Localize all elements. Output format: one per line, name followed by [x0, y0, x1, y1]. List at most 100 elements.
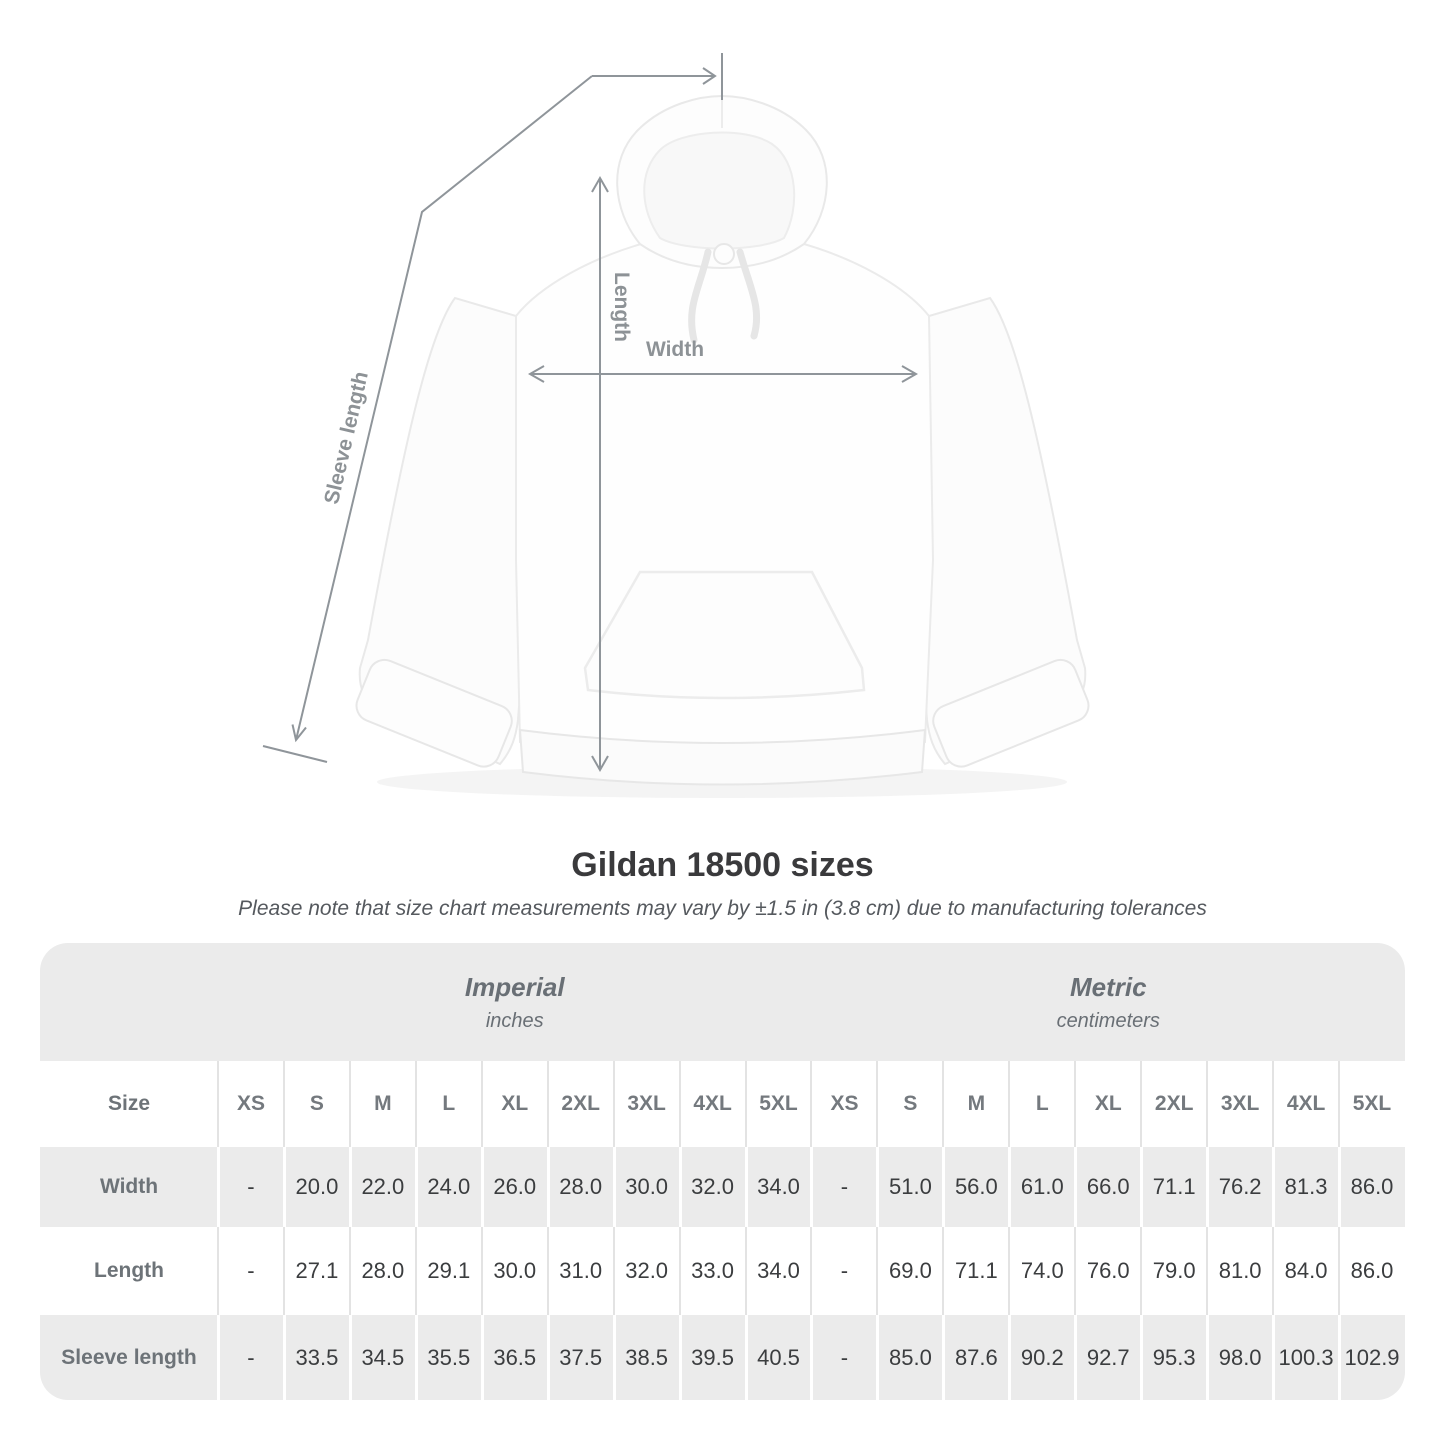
metric-value-cell: 56.0	[942, 1147, 1009, 1227]
metric-value-cell: 74.0	[1008, 1227, 1075, 1315]
imperial-value-cell: -	[217, 1315, 284, 1400]
imperial-value-cell: 38.5	[612, 1315, 680, 1400]
imperial-value-cell: 32.0	[678, 1147, 746, 1227]
page-title: Gildan 18500 sizes	[571, 846, 874, 884]
width-row: Width -20.0 22.0 24.0 26.0 28.0 30.0 32.0 34.0-5…	[40, 1147, 1405, 1227]
imperial-value-cell: 37.5	[546, 1315, 614, 1400]
size-header-metric: XS	[810, 1061, 877, 1147]
imperial-value-cell: 27.1	[282, 1227, 350, 1315]
size-header-row: Size XS S M L XL 2XL 3XL 4XL 5XL XS S M L XL 2XL 3XL 4XL 5…	[40, 1061, 1405, 1147]
imperial-value-cell: 24.0	[414, 1147, 482, 1227]
size-header-imperial: S	[282, 1061, 350, 1147]
imperial-value-cell: 35.5	[414, 1315, 482, 1400]
metric-value-cell: 84.0	[1272, 1227, 1339, 1315]
hoodie-hem	[518, 728, 927, 786]
hoodie-drawstring-left	[688, 248, 712, 344]
metric-value-cell: 85.0	[876, 1315, 943, 1400]
measurement-row-label: Length	[94, 1259, 164, 1282]
size-column-header: Size	[107, 1092, 151, 1115]
measurement-arrows	[262, 53, 919, 773]
length-top-arrowhead	[591, 175, 609, 193]
metric-value-cell: 98.0	[1206, 1315, 1273, 1400]
size-chart-table: Imperial inches Metric centimeters Size X…	[40, 943, 1405, 1400]
sleeve-length-row: Sleeve length -33.5 34.5 35.5 36.5 37.5 38.5 39…	[40, 1315, 1405, 1400]
metric-group-title: Metric	[1069, 971, 1147, 1002]
metric-value-cell: 90.2	[1008, 1315, 1075, 1400]
metric-value-cell: 102.9	[1338, 1315, 1405, 1400]
metric-value-cell: -	[810, 1147, 877, 1227]
metric-value-cell: 76.2	[1206, 1147, 1273, 1227]
imperial-value-cell: 39.5	[678, 1315, 746, 1400]
imperial-value-cell: -	[217, 1147, 284, 1227]
metric-value-cell: 92.7	[1074, 1315, 1141, 1400]
imperial-group-title: Imperial	[464, 971, 565, 1002]
metric-group-header: Metric centimeters	[812, 943, 1406, 1061]
size-header-metric: XL	[1074, 1061, 1141, 1147]
metric-value-cell: 81.3	[1272, 1147, 1339, 1227]
hoodie-measurement-diagram: Width Length Sleeve length	[262, 53, 1090, 798]
imperial-value-cell: 22.0	[348, 1147, 416, 1227]
size-header-imperial: 4XL	[678, 1061, 746, 1147]
imperial-value-cell: 32.0	[612, 1227, 680, 1315]
hoodie-hood-opening	[643, 131, 796, 250]
imperial-value-cell: -	[217, 1227, 284, 1315]
width-right-arrowhead	[901, 365, 919, 383]
size-header-imperial: M	[348, 1061, 416, 1147]
imperial-value-cell: 20.0	[282, 1147, 350, 1227]
size-header-metric: 4XL	[1272, 1061, 1339, 1147]
imperial-value-cell: 30.0	[480, 1227, 548, 1315]
imperial-value-cell: 36.5	[480, 1315, 548, 1400]
hoodie-image	[355, 94, 1090, 798]
unit-group-header-row: Imperial inches Metric centimeters	[40, 943, 1405, 1061]
hoodie-diagram-canvas	[262, 53, 1090, 798]
size-header-metric: M	[942, 1061, 1009, 1147]
width-measure-label: Width	[645, 338, 705, 361]
metric-value-cell: 69.0	[876, 1227, 943, 1315]
metric-value-cell: 87.6	[942, 1315, 1009, 1400]
imperial-value-cell: 34.0	[744, 1147, 812, 1227]
hoodie-drawstring-knot	[713, 243, 735, 265]
imperial-value-cell: 34.5	[348, 1315, 416, 1400]
metric-value-cell: 51.0	[876, 1147, 943, 1227]
size-header-metric: 3XL	[1206, 1061, 1273, 1147]
sleeve-end-arrowhead	[291, 724, 307, 743]
imperial-value-cell: 33.0	[678, 1227, 746, 1315]
hoodie-left-cuff	[355, 658, 513, 768]
metric-group-unit: centimeters	[1056, 1009, 1160, 1032]
hoodie-pocket	[583, 570, 866, 700]
metric-value-cell: -	[810, 1227, 877, 1315]
size-header-imperial: 2XL	[546, 1061, 614, 1147]
length-bottom-arrowhead	[591, 755, 609, 773]
metric-value-cell: 86.0	[1338, 1147, 1405, 1227]
metric-value-cell: 86.0	[1338, 1227, 1405, 1315]
imperial-value-cell: 34.0	[744, 1227, 812, 1315]
metric-value-cell: 66.0	[1074, 1147, 1141, 1227]
imperial-value-cell: 29.1	[414, 1227, 482, 1315]
metric-value-cell: 71.1	[942, 1227, 1009, 1315]
metric-value-cell: 100.3	[1272, 1315, 1339, 1400]
sleeve-end-tick	[262, 745, 328, 763]
measurement-row-label: Sleeve length	[61, 1345, 197, 1369]
imperial-value-cell: 31.0	[546, 1227, 614, 1315]
metric-value-cell: 76.0	[1074, 1227, 1141, 1315]
metric-value-cell: -	[810, 1315, 877, 1400]
size-header-metric: 5XL	[1338, 1061, 1405, 1147]
imperial-value-cell: 28.0	[348, 1227, 416, 1315]
size-header-metric: S	[876, 1061, 943, 1147]
hoodie-drawstring-right	[736, 248, 761, 340]
size-header-imperial: L	[414, 1061, 482, 1147]
imperial-value-cell: 30.0	[612, 1147, 680, 1227]
tolerance-note: Please note that size chart measurements…	[238, 897, 1207, 920]
size-header-imperial: XL	[480, 1061, 548, 1147]
size-header-metric: 2XL	[1140, 1061, 1207, 1147]
imperial-group-unit: inches	[485, 1009, 544, 1032]
group-header-spacer	[40, 943, 218, 1061]
size-header-imperial: XS	[217, 1061, 284, 1147]
size-header-metric: L	[1008, 1061, 1075, 1147]
metric-value-cell: 79.0	[1140, 1227, 1207, 1315]
width-left-arrowhead	[527, 365, 545, 383]
length-measure-label: Length	[610, 272, 633, 342]
metric-value-cell: 61.0	[1008, 1147, 1075, 1227]
imperial-group-header: Imperial inches	[218, 943, 812, 1061]
